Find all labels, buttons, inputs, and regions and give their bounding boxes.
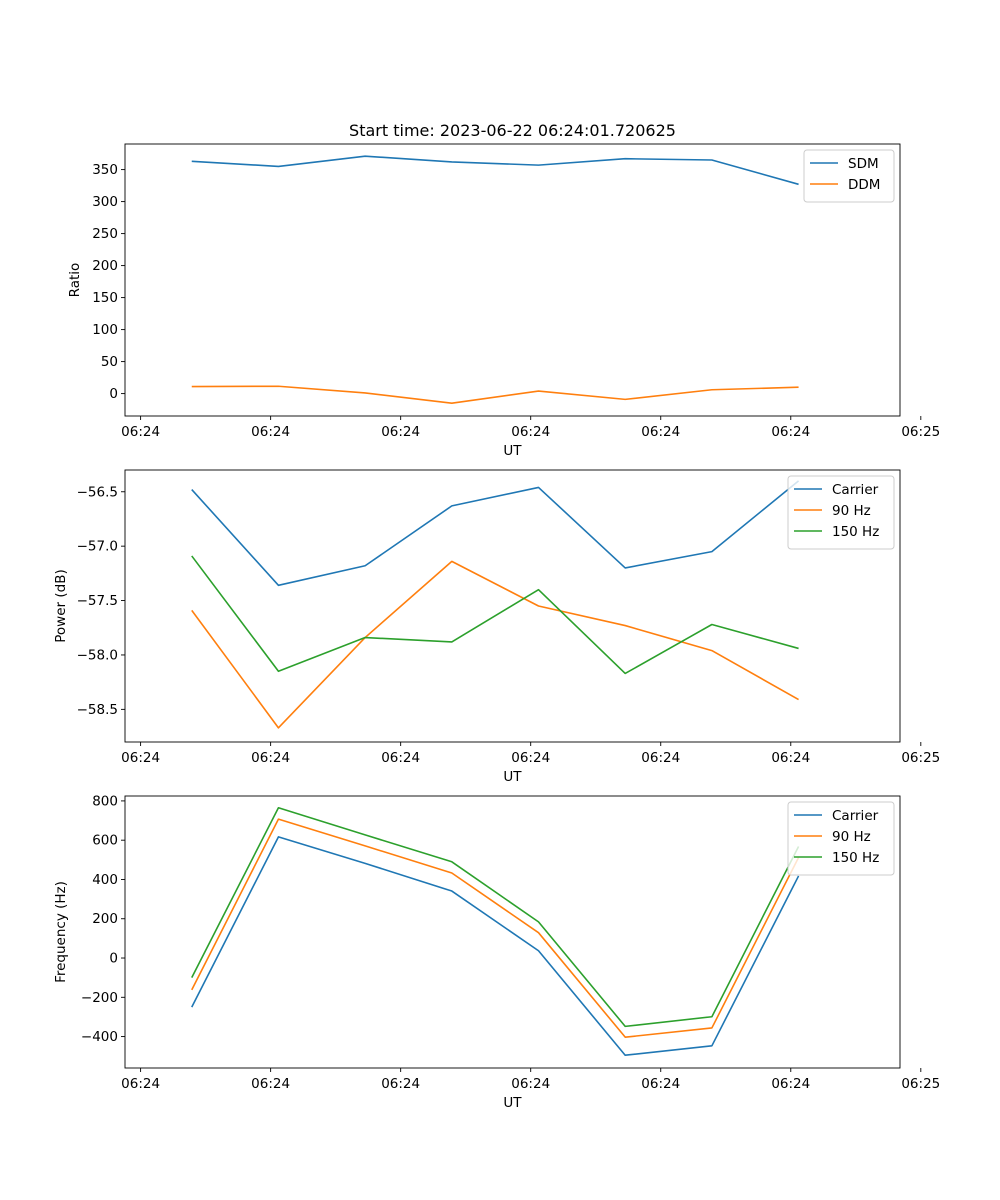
x-tick-label: 06:24 <box>381 750 420 766</box>
x-tick-label: 06:24 <box>121 424 160 440</box>
y-axis-label: Ratio <box>67 263 83 298</box>
axes-frame <box>124 143 901 417</box>
x-tick-label: 06:24 <box>771 1076 810 1092</box>
x-tick-label: 06:24 <box>251 750 290 766</box>
y-tick-label: −56.5 <box>77 484 118 500</box>
x-tick-label: 06:24 <box>251 424 290 440</box>
x-tick-label: 06:24 <box>381 424 420 440</box>
legend-label: Carrier <box>832 808 879 824</box>
legend-label: 150 Hz <box>832 524 879 540</box>
x-tick-label: 06:24 <box>511 750 550 766</box>
y-tick-label: 50 <box>101 354 118 370</box>
y-tick-label: 0 <box>109 386 118 402</box>
panel-3: −400 −200 0 200 400 600 800 06:24 06:24 06:24 06:2… <box>53 793 940 1111</box>
x-tick-label: 06:24 <box>511 1076 550 1092</box>
legend-label: SDM <box>848 156 879 172</box>
series-line-sdm <box>191 155 799 186</box>
y-tick-label: −57.5 <box>77 593 118 609</box>
x-axis-label: UT <box>503 443 522 459</box>
series-line-150-hz <box>191 555 799 675</box>
y-axis-label: Frequency (Hz) <box>53 881 69 983</box>
legend-label: Carrier <box>832 482 879 498</box>
legend-label: DDM <box>848 177 880 193</box>
x-tick-label: 06:24 <box>251 1076 290 1092</box>
y-tick-label: 600 <box>92 833 118 849</box>
axes-frame <box>124 795 901 1069</box>
y-tick-label: 250 <box>92 226 118 242</box>
y-tick-label: −58.5 <box>77 702 118 718</box>
figure-title: Start time: 2023-06-22 06:24:01.720625 <box>349 121 676 140</box>
series-line-ddm <box>191 385 799 405</box>
x-tick-label: 06:24 <box>121 750 160 766</box>
y-tick-label: −200 <box>81 990 118 1006</box>
series-line-90-hz <box>191 818 800 1038</box>
panel-1: 0 50 100 150 200 250 300 350 06:24 06:24 06:24 06:2… <box>67 143 940 459</box>
y-tick-label: 100 <box>92 322 118 338</box>
y-tick-label: −400 <box>81 1029 118 1045</box>
panel-2: −58.5 −58.0 −57.5 −57.0 −56.5 06:24 06:24 06:24… <box>53 469 940 785</box>
legend: Carrier 90 Hz 150 Hz <box>787 801 895 876</box>
x-tick-label: 06:24 <box>121 1076 160 1092</box>
y-tick-label: 800 <box>92 793 118 809</box>
x-axis-label: UT <box>503 1095 522 1111</box>
x-tick-label: 06:24 <box>381 1076 420 1092</box>
series-line-carrier <box>191 480 800 587</box>
y-tick-label: 300 <box>92 194 118 210</box>
legend-label: 150 Hz <box>832 850 879 866</box>
y-tick-label: 0 <box>109 951 118 967</box>
x-tick-label: 06:24 <box>641 424 680 440</box>
x-tick-label: 06:24 <box>641 750 680 766</box>
y-tick-label: 400 <box>92 872 118 888</box>
x-tick-label: 06:24 <box>511 424 550 440</box>
legend-label: 90 Hz <box>832 503 871 519</box>
legend: SDM DDM <box>803 149 895 203</box>
x-tick-label: 06:25 <box>901 750 940 766</box>
legend-label: 90 Hz <box>832 829 871 845</box>
y-tick-label: 200 <box>92 911 118 927</box>
x-axis-label: UT <box>503 769 522 785</box>
y-tick-label: 150 <box>92 290 118 306</box>
y-tick-label: 350 <box>92 162 118 178</box>
x-tick-label: 06:24 <box>641 1076 680 1092</box>
y-tick-label: −58.0 <box>77 647 118 663</box>
series-line-150-hz <box>191 806 800 1028</box>
series-line-carrier <box>191 836 800 1057</box>
y-axis-label: Power (dB) <box>53 569 69 642</box>
y-tick-label: −57.0 <box>77 539 118 555</box>
x-tick-label: 06:25 <box>901 424 940 440</box>
axes-frame <box>124 469 901 743</box>
series-line-90-hz <box>191 560 799 729</box>
x-tick-label: 06:25 <box>901 1076 940 1092</box>
x-tick-label: 06:24 <box>771 750 810 766</box>
legend: Carrier 90 Hz 150 Hz <box>787 475 895 550</box>
y-tick-label: 200 <box>92 258 118 274</box>
x-tick-label: 06:24 <box>771 424 810 440</box>
